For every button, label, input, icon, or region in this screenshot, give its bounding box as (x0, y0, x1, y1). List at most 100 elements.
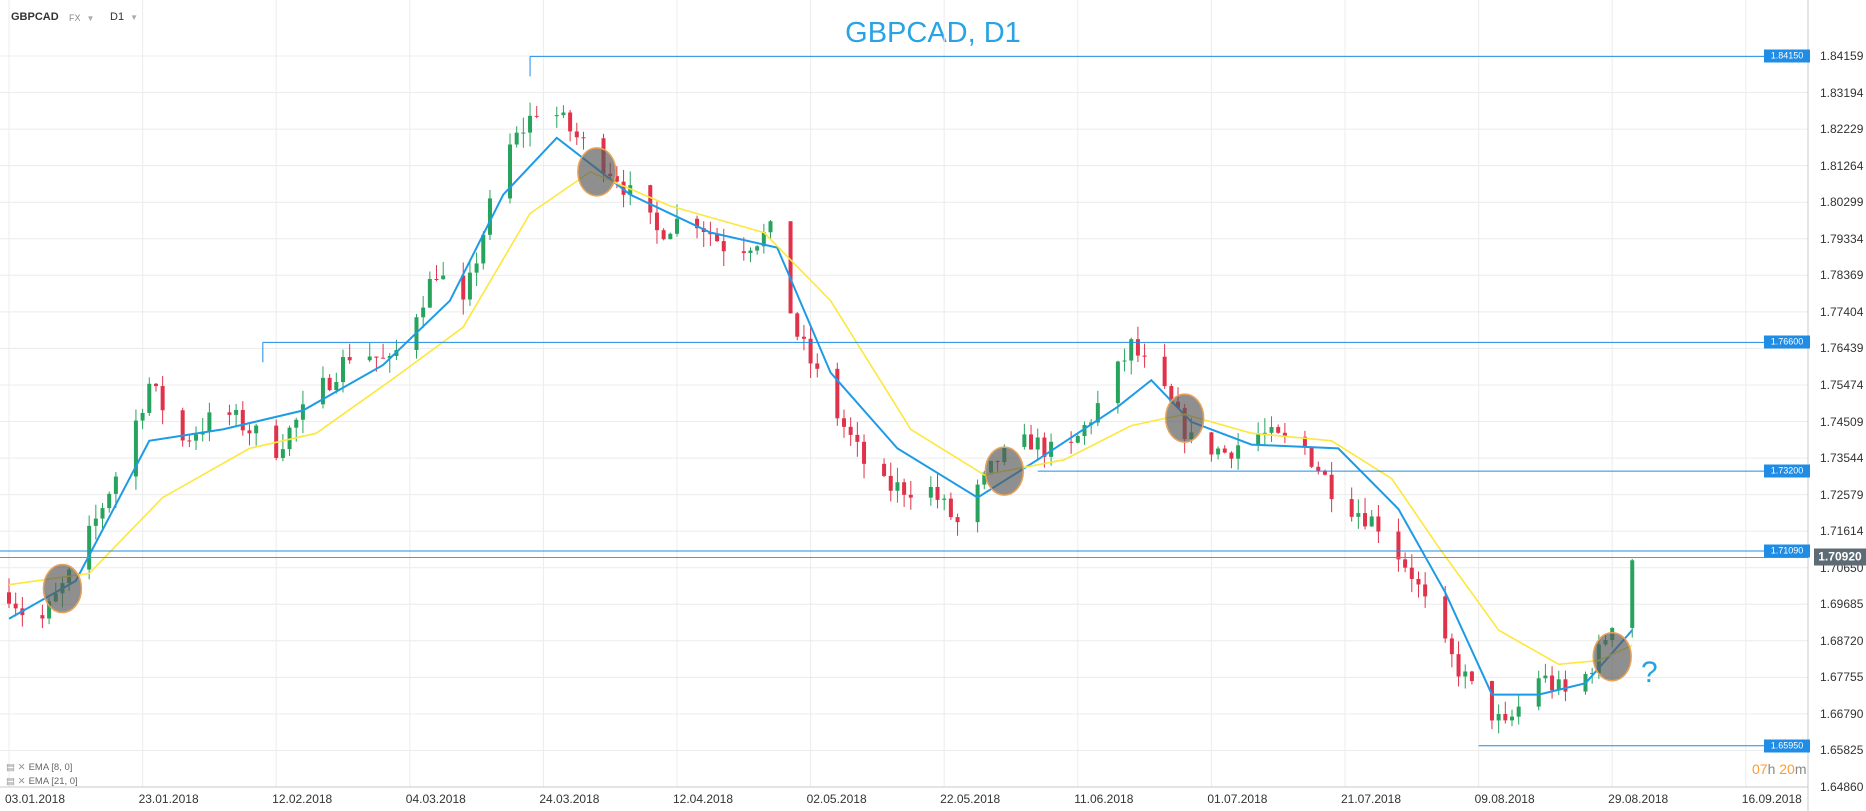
y-tick-label: 1.78369 (1820, 268, 1864, 283)
candle-body (47, 601, 52, 619)
candle-body (908, 494, 913, 498)
candle-body (835, 368, 840, 419)
candle-body (1282, 432, 1287, 437)
market-label[interactable]: FX ▼ (69, 13, 94, 23)
candle-body (1443, 596, 1448, 639)
y-tick-label: 1.71614 (1820, 524, 1864, 539)
candle-body (614, 176, 619, 182)
candle-body (1536, 678, 1541, 707)
y-tick-label: 1.80299 (1820, 195, 1864, 210)
y-tick-label: 1.83194 (1820, 85, 1864, 100)
candle-body (194, 434, 199, 441)
candle-body (755, 246, 760, 251)
y-tick-label: 1.64860 (1820, 780, 1864, 794)
candle-body (207, 412, 212, 432)
candle-body (1162, 356, 1167, 387)
ema-21-line (8, 170, 1633, 666)
candle-body (1042, 437, 1047, 457)
candle-body (561, 112, 566, 116)
candle-body (427, 279, 432, 308)
candle-body (133, 420, 138, 477)
candle-body (654, 212, 659, 231)
candle-body (1022, 434, 1027, 447)
candle-body (808, 338, 813, 364)
candle-body (474, 263, 479, 273)
indicator-toggle-icon[interactable]: ▤ ✕ (6, 762, 26, 773)
candle-body (668, 233, 673, 240)
candle-body (93, 518, 98, 526)
crossover-marker (42, 563, 83, 614)
candle-body (1035, 437, 1040, 450)
candle-body (862, 441, 867, 464)
x-tick-label: 04.03.2018 (405, 792, 466, 806)
candle-body (768, 221, 773, 233)
candle-body (467, 272, 472, 300)
candle-body (381, 357, 386, 359)
candle-body (1349, 499, 1354, 517)
symbol-label[interactable]: GBPCAD (11, 11, 59, 23)
legend-ema-8-label: EMA [8, 0] (28, 762, 73, 773)
candle-body (661, 230, 666, 240)
candle-body (320, 377, 325, 405)
candle-body (628, 185, 633, 195)
candle-body (1029, 434, 1034, 450)
candle-body (801, 336, 806, 339)
y-tick-label: 1.72579 (1820, 487, 1864, 502)
y-tick-label: 1.65825 (1820, 743, 1864, 758)
timer-hours: 07 (1752, 761, 1768, 777)
x-tick-label: 09.08.2018 (1474, 792, 1535, 806)
ema-8-line (8, 136, 1633, 696)
candle-body (902, 482, 907, 495)
crossover-marker (577, 147, 617, 197)
candle-body (374, 356, 379, 358)
level-tag[interactable]: 1.84150 (1764, 49, 1810, 63)
candle-body (648, 185, 653, 213)
level-tag[interactable]: 1.65950 (1764, 739, 1810, 753)
candle-body (1403, 559, 1408, 568)
candle-body (1269, 427, 1274, 433)
level-tag[interactable]: 1.76600 (1764, 335, 1810, 349)
candle-body (187, 440, 192, 442)
candle-body (1456, 654, 1461, 677)
candle-body (153, 383, 158, 387)
timeframe-selector[interactable]: D1 ▼ (110, 11, 138, 23)
candle-body (848, 426, 853, 435)
y-tick-label: 1.82229 (1820, 122, 1864, 137)
market-chevron-down-icon[interactable]: ▼ (86, 14, 95, 23)
legend-ema-21[interactable]: ▤ ✕ EMA [21, 0] (6, 776, 78, 787)
legend-ema-21-label: EMA [21, 0] (28, 776, 78, 787)
candle-body (1222, 448, 1227, 453)
candle-body (1423, 584, 1428, 597)
candle-body (1416, 578, 1421, 585)
candle-body (1463, 671, 1468, 677)
candle-body (1049, 441, 1054, 457)
legend-ema-8[interactable]: ▤ ✕ EMA [8, 0] (6, 762, 72, 773)
level-tag[interactable]: 1.71090 (1764, 544, 1810, 558)
y-tick-label: 1.66790 (1820, 706, 1864, 721)
current-price-tag: 1.70920 (1814, 548, 1866, 566)
timeframe-text: D1 (110, 11, 125, 23)
candle-body (1095, 403, 1100, 423)
candle-body (300, 404, 305, 420)
candle-body (327, 377, 332, 391)
y-tick-label: 1.75474 (1820, 377, 1864, 392)
candle-body (247, 430, 252, 434)
candle-body (287, 427, 292, 450)
y-tick-label: 1.81264 (1820, 158, 1864, 173)
candle-body (942, 498, 947, 500)
candle-body (1556, 679, 1561, 691)
candle-body (341, 357, 345, 383)
candle-body (842, 418, 846, 427)
candle-body (40, 615, 45, 619)
candle-body (1510, 716, 1514, 721)
timer-m-unit: m (1794, 761, 1807, 777)
candle-body (895, 482, 900, 491)
indicator-toggle-icon[interactable]: ▤ ✕ (6, 776, 26, 787)
candle-body (521, 132, 526, 134)
candle-body (1396, 531, 1401, 560)
x-tick-label: 11.06.2018 (1074, 792, 1134, 806)
timeframe-chevron-down-icon[interactable]: ▼ (130, 13, 138, 22)
x-tick-label: 16.09.2018 (1741, 792, 1802, 806)
level-tag[interactable]: 1.73200 (1764, 464, 1810, 478)
